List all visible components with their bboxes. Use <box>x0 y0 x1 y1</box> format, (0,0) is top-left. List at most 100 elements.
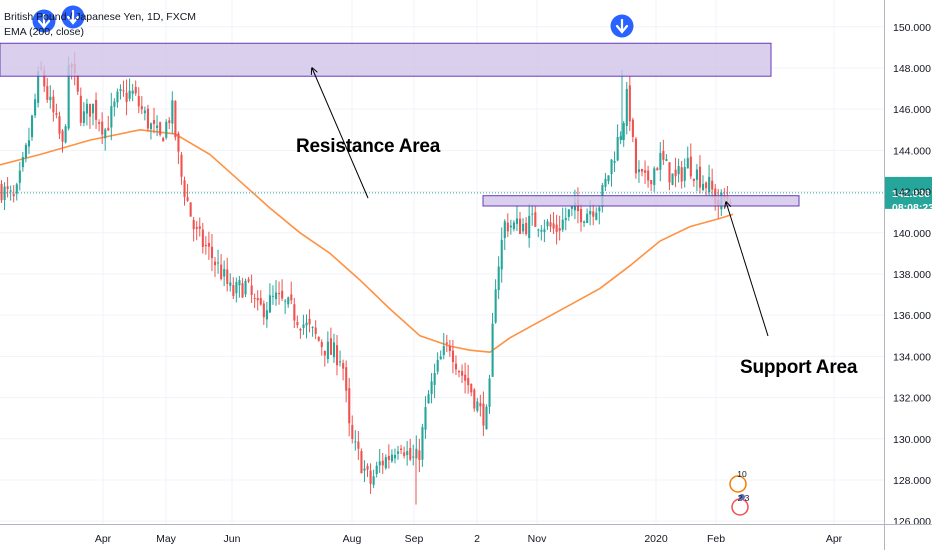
candle-body <box>644 170 647 173</box>
candle-body <box>631 119 634 138</box>
x-tick-label: May <box>156 533 177 545</box>
candle-body <box>381 460 384 466</box>
price-badge-countdown: 08:08:23 <box>892 202 932 214</box>
candle-body <box>229 282 232 286</box>
indicator-legend[interactable]: EMA (200, close) <box>4 26 84 38</box>
candle-body <box>207 242 210 247</box>
candle-body <box>454 363 458 370</box>
candle-body <box>125 92 128 102</box>
candle-body <box>61 130 64 142</box>
candle-body <box>665 159 668 161</box>
candle-body <box>247 279 250 282</box>
candle-body <box>55 113 58 115</box>
candle-body <box>525 222 528 235</box>
candle-body <box>64 126 67 143</box>
candle-body <box>15 184 18 194</box>
candle-body <box>433 373 436 386</box>
candle-body <box>198 226 201 229</box>
candle-body <box>360 451 363 474</box>
candle-body <box>671 173 674 185</box>
candle-body <box>711 180 714 190</box>
candle-body <box>3 186 6 200</box>
candle-body <box>195 226 198 229</box>
candle-body <box>451 350 454 363</box>
support-label: Support Area <box>740 357 858 378</box>
candle-body <box>430 381 433 395</box>
candle-body <box>311 327 314 329</box>
candle-body <box>204 245 207 247</box>
candle-body <box>79 95 82 123</box>
candle-body <box>171 100 174 124</box>
candle-body <box>570 206 573 209</box>
overlays: 10 2 3 141.936 08:08:23 <box>0 5 932 516</box>
axis-corner <box>885 525 932 550</box>
candle-body <box>253 298 256 300</box>
candle-body <box>128 90 131 99</box>
y-tick-label: 144.000 <box>893 145 931 157</box>
candle-body <box>482 403 485 426</box>
candle-body <box>488 378 491 407</box>
candle-body <box>418 450 421 461</box>
candle-body <box>607 175 610 182</box>
candle-body <box>159 122 162 135</box>
candle-body <box>177 133 180 152</box>
candle-body <box>555 224 558 232</box>
candle-body <box>0 183 3 201</box>
candle-body <box>512 222 515 229</box>
candle-body <box>281 290 284 299</box>
candle-body <box>393 454 397 459</box>
candle-body <box>497 266 500 291</box>
candle-body <box>421 427 424 460</box>
candle-body <box>305 322 308 326</box>
candle-body <box>692 178 695 181</box>
candle-body <box>153 119 156 125</box>
candle-body <box>641 168 644 172</box>
candle-body <box>113 101 116 107</box>
candle-body <box>314 327 317 334</box>
candle-body <box>220 264 223 280</box>
candle-body <box>589 210 592 215</box>
candle-body <box>552 223 555 229</box>
candle-body <box>226 269 229 284</box>
candle-body <box>82 111 85 123</box>
candle-body <box>210 246 214 259</box>
candle-body <box>134 86 137 94</box>
candle-body <box>332 342 336 358</box>
candle-body <box>656 168 659 171</box>
candle-body <box>406 451 409 456</box>
candle-body <box>439 356 442 360</box>
candle-body <box>165 121 168 138</box>
candle-body <box>387 455 390 460</box>
candle-body <box>265 310 268 320</box>
candle-body <box>384 457 387 469</box>
candle-body <box>317 337 320 341</box>
candle-body <box>668 162 671 183</box>
candle-body <box>598 207 601 212</box>
candle-body <box>549 222 552 227</box>
candle-body <box>702 183 705 191</box>
candle-body <box>131 90 134 94</box>
candle-body <box>363 468 366 471</box>
candle-body <box>85 103 88 114</box>
candle-body <box>67 64 70 129</box>
candle-body <box>610 159 613 175</box>
candle-body <box>689 156 692 177</box>
price-badge <box>885 176 932 209</box>
candle-body <box>592 211 595 217</box>
y-tick-label: 140.000 <box>893 228 931 240</box>
x-tick-label: Sep <box>405 533 424 545</box>
candle-body <box>509 225 512 228</box>
candle-body <box>110 106 113 128</box>
candle-body <box>491 323 494 377</box>
candle-body <box>351 425 354 440</box>
candle-body <box>238 280 241 286</box>
symbol-legend[interactable]: British Pound / Japanese Yen, 1D, FXCM <box>4 11 197 23</box>
x-tick-label: 2020 <box>644 533 668 545</box>
candle-body <box>357 441 360 449</box>
candle-body <box>683 167 686 181</box>
candle-body <box>232 285 235 296</box>
candle-body <box>506 222 509 232</box>
y-tick-label: 134.000 <box>893 351 931 363</box>
